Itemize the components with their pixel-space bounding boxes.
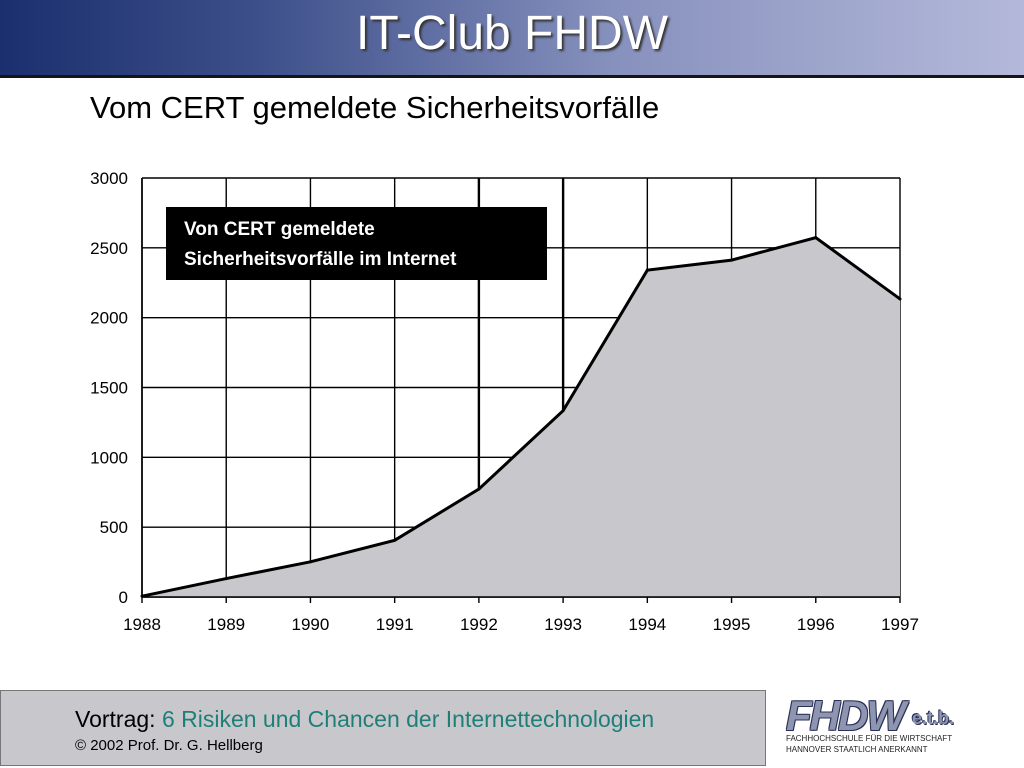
y-tick-label: 2500: [90, 239, 128, 258]
legend-text: Von CERT gemeldete: [184, 219, 375, 240]
data-point: [393, 538, 397, 542]
legend-box: [166, 207, 547, 280]
x-tick-label: 1990: [292, 615, 330, 634]
data-point: [224, 577, 228, 581]
series-area: [142, 237, 900, 597]
footer-bar: Vortrag: 6 Risiken und Chancen der Inter…: [0, 690, 766, 766]
slide-subtitle: Vom CERT gemeldete Sicherheitsvorfälle: [90, 90, 660, 125]
title-bar: [0, 0, 1024, 76]
x-tick-label: 1994: [628, 615, 666, 634]
logo-tagline-2: HANNOVER STAATLICH ANERKANNT: [786, 745, 928, 754]
y-tick-label: 500: [100, 518, 128, 537]
x-tick-label: 1988: [123, 615, 161, 634]
legend-text: Sicherheitsvorfälle im Internet: [184, 249, 457, 270]
logo-tagline-1: FACHHOCHSCHULE FÜR DIE WIRTSCHAFT: [786, 734, 953, 743]
x-tick-label: 1993: [544, 615, 582, 634]
x-tick-label: 1989: [207, 615, 245, 634]
talk-label: Vortrag:: [75, 706, 156, 732]
x-tick-label: 1995: [713, 615, 751, 634]
fhdw-logo: FHDW e.t.b. FACHHOCHSCHULE FÜR DIE WIRTS…: [780, 690, 965, 766]
data-point: [561, 409, 565, 413]
data-point: [645, 268, 649, 272]
data-point: [898, 297, 902, 301]
y-tick-label: 0: [119, 588, 128, 607]
y-tick-label: 2000: [90, 309, 128, 328]
x-tick-label: 1996: [797, 615, 835, 634]
talk-title: Vortrag: 6 Risiken und Chancen der Inter…: [75, 705, 654, 733]
logo-suffix: e.t.b.: [912, 708, 955, 728]
title-divider: [0, 75, 1024, 78]
x-tick-label: 1991: [376, 615, 414, 634]
data-point: [814, 236, 818, 240]
y-tick-label: 1500: [90, 379, 128, 398]
data-point: [730, 258, 734, 262]
y-tick-label: 3000: [90, 169, 128, 188]
x-tick-label: 1992: [460, 615, 498, 634]
incidents-area-chart: 0 500 1000 1500 2000 2500 3000 1988 1989 1990 1991…: [90, 169, 919, 634]
data-point: [308, 560, 312, 564]
y-tick-label: 1000: [90, 448, 128, 467]
logo-wordmark: FHDW: [786, 692, 906, 739]
slide-title: IT-Club FHDW: [356, 7, 668, 60]
series-line: [141, 236, 901, 598]
talk-topic: 6 Risiken und Chancen der Internettechno…: [161, 706, 655, 732]
copyright-text: © 2002 Prof. Dr. G. Hellberg: [75, 737, 263, 754]
data-point: [477, 487, 481, 491]
x-tick-label: 1997: [881, 615, 919, 634]
